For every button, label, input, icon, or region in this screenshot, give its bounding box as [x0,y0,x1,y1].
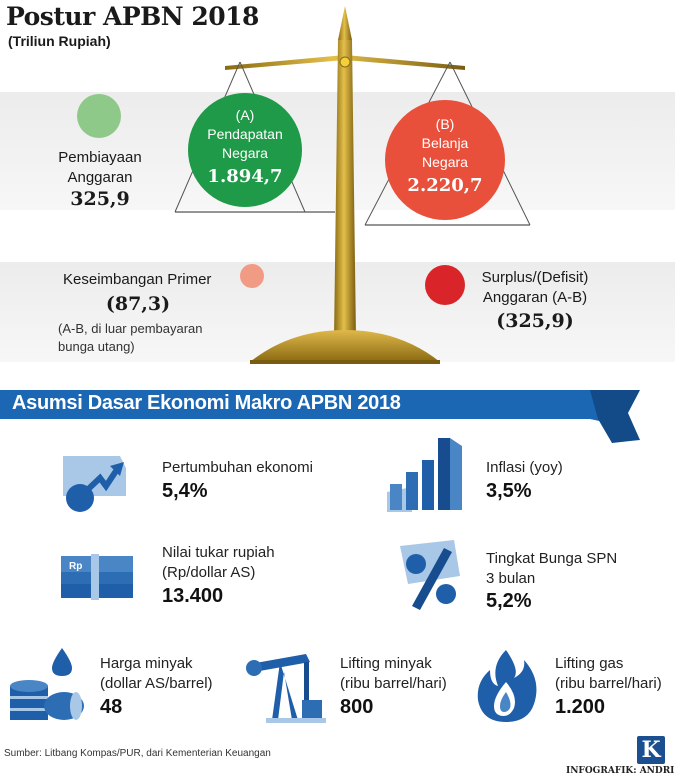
belanja-line2: Negara [422,154,468,170]
pembiayaan-label-line1: Pembiayaan [58,149,142,166]
pembiayaan-label: Pembiayaan Anggaran [40,148,160,188]
gas-flame-icon [477,650,537,722]
growth-chart-icon [63,456,126,512]
spn-value: 5,2% [486,590,532,612]
minyak-label-line1: Harga minyak [100,655,193,672]
kurs-value: 13.400 [162,585,224,607]
keseimbangan-note-line2: bunga utang) [58,339,135,354]
pendapatan-line1: Pendapatan [207,126,283,142]
belanja-line1: Belanja [421,135,469,151]
surplus-label-line2: Anggaran (A-B) [482,289,588,306]
lifting-gas-value: 1.200 [555,696,606,718]
inflasi-label: Inflasi (yoy) [486,459,563,476]
infografik-credit: INFOGRAFIK: ANDRI [566,766,675,776]
pendapatan-circle: (A) Pendapatan Negara 1.894,7 [188,93,302,207]
surplus-label-line1: Surplus/(Defisit) [481,269,589,286]
kurs-label-line1: Nilai tukar rupiah [162,544,275,561]
surplus-dot [425,265,465,305]
oil-barrel-icon [10,648,84,720]
oil-pump-icon [246,654,326,723]
pembiayaan-label-line2: Anggaran [67,169,133,186]
pertumbuhan-value: 5,4% [162,480,208,502]
money-stack-icon: Rp [61,554,133,600]
section-ribbon [0,390,640,443]
spn-label: Tingkat Bunga SPN 3 bulan [486,549,617,589]
surplus-value: (325,9) [496,310,574,332]
pendapatan-tag: (A) [235,107,255,123]
surplus-label: Surplus/(Defisit) Anggaran (A-B) [470,268,600,308]
pembiayaan-value: 325,9 [70,188,130,210]
keseimbangan-note-line1: (A-B, di luar pembayaran [58,321,203,336]
keseimbangan-label: Keseimbangan Primer [63,271,212,288]
minyak-label-line2: (dollar AS/barrel) [100,675,213,692]
spn-label-line2: 3 bulan [486,570,536,587]
keseimbangan-dot [240,264,264,288]
belanja-value: 2.220,7 [407,175,483,196]
inflasi-value: 3,5% [486,480,532,502]
percent-icon [400,540,460,610]
belanja-tag: (B) [435,116,455,132]
minyak-value: 48 [100,696,123,718]
pembiayaan-dot [77,94,121,138]
spn-label-line1: Tingkat Bunga SPN [486,550,618,567]
lifting-gas-label-line1: Lifting gas [555,655,624,672]
keseimbangan-note: (A-B, di luar pembayaran bunga utang) [58,320,203,356]
scale-base [250,330,440,362]
minyak-label: Harga minyak (dollar AS/barrel) [100,654,213,694]
bar-chart-icon [387,438,462,512]
balance-scale-illustration [174,6,531,364]
kompas-logo: K [637,736,665,764]
lifting-minyak-label: Lifting minyak (ribu barrel/hari) [340,654,447,694]
pertumbuhan-label: Pertumbuhan ekonomi [162,459,313,476]
scale-pole [334,40,356,340]
keseimbangan-value: (87,3) [105,293,171,315]
lifting-minyak-value: 800 [340,696,374,718]
kurs-label: Nilai tukar rupiah (Rp/dollar AS) [162,543,275,583]
scale-finial [338,6,352,40]
money-stack-label: Rp [69,561,82,572]
lifting-minyak-label-line2: (ribu barrel/hari) [340,675,447,692]
kurs-label-line2: (Rp/dollar AS) [162,564,256,581]
pendapatan-value: 1.894,7 [207,166,283,187]
lifting-gas-label-line2: (ribu barrel/hari) [555,675,662,692]
section-title: Asumsi Dasar Ekonomi Makro APBN 2018 [12,392,401,414]
lifting-gas-label: Lifting gas (ribu barrel/hari) [555,654,662,694]
page-title: Postur APBN 2018 [6,2,259,31]
source-note: Sumber: Litbang Kompas/PUR, dari Kemente… [4,748,271,759]
belanja-circle: (B) Belanja Negara 2.220,7 [385,100,505,220]
lifting-minyak-label-line1: Lifting minyak [340,655,432,672]
page-subtitle: (Triliun Rupiah) [8,33,111,49]
pendapatan-line2: Negara [222,145,268,161]
